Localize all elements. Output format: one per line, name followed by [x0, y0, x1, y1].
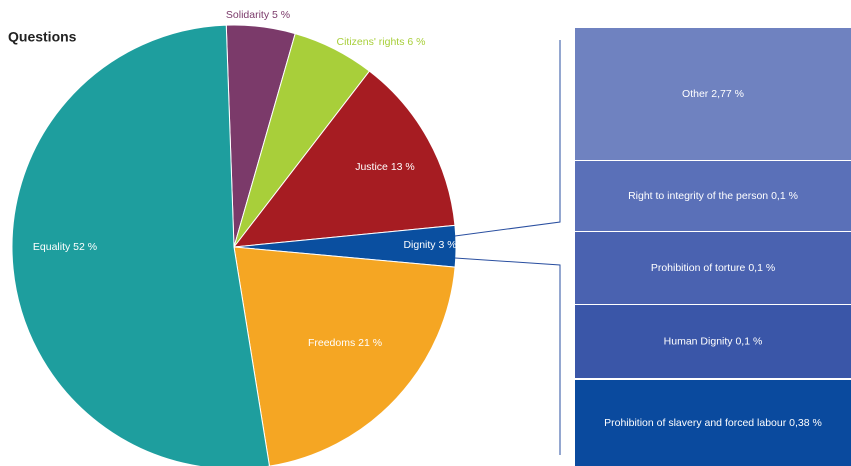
slice-label-value: 5 %	[272, 9, 290, 21]
slice-label-name: Citizens' rights	[337, 36, 405, 48]
breakdown-label: Human Dignity 0,1 %	[664, 335, 763, 347]
breakdown-label-value: 2,77 %	[711, 88, 744, 100]
pie-slice	[11, 24, 270, 466]
pie-slice	[232, 70, 456, 248]
breakdown-label-name: Other	[682, 88, 709, 100]
breakdown-box	[575, 305, 851, 378]
breakdown-label: Right to integrity of the person 0,1 %	[628, 190, 798, 202]
slice-label: Freedoms 21 %	[308, 337, 382, 349]
slice-label-name: Dignity	[403, 239, 436, 251]
breakdown-label: Other 2,77 %	[682, 88, 744, 100]
breakdown-label-name: Prohibition of torture	[651, 262, 746, 274]
slice-label-name: Justice	[355, 161, 388, 173]
slice-label: Equality 52 %	[33, 241, 97, 253]
slice-label-name: Solidarity	[226, 9, 270, 21]
slice-label: Citizens' rights 6 %	[337, 36, 426, 48]
breakdown-box	[575, 232, 851, 304]
breakdown-label-value: 0,1 %	[748, 262, 775, 274]
breakdown-label-value: 0,1 %	[735, 335, 762, 347]
breakdown-label: Prohibition of torture 0,1 %	[651, 262, 775, 274]
breakdown-label-name: Right to integrity of the person	[628, 190, 768, 202]
breakdown-label-value: 0,1 %	[771, 190, 798, 202]
connectors	[454, 40, 561, 455]
breakdown-box	[575, 28, 851, 160]
slice-label-value: 3 %	[438, 239, 456, 251]
breakdown-label-value: 0,38 %	[789, 417, 822, 429]
slice-label-name: Freedoms	[308, 337, 355, 349]
slice-label: Justice 13 %	[355, 161, 415, 173]
pie-slice	[233, 246, 456, 466]
slice-label: Solidarity 5 %	[226, 9, 290, 21]
chart-title: Questions	[8, 29, 77, 45]
slice-label: Dignity 3 %	[403, 239, 456, 251]
slice-label-name: Equality	[33, 241, 71, 253]
slice-label-value: 21 %	[358, 337, 382, 349]
connector-line	[454, 40, 561, 237]
slice-label-value: 6 %	[407, 36, 425, 48]
breakdown-box	[575, 161, 851, 231]
breakdown-label-name: Human Dignity	[664, 335, 734, 347]
connector-line	[454, 257, 561, 455]
slice-label-value: 52 %	[73, 241, 97, 253]
breakdown-label-name: Prohibition of slavery and forced labour	[604, 417, 787, 429]
slice-label-value: 13 %	[391, 161, 415, 173]
breakdown-label: Prohibition of slavery and forced labour…	[604, 417, 822, 429]
breakdown-box	[575, 380, 851, 466]
